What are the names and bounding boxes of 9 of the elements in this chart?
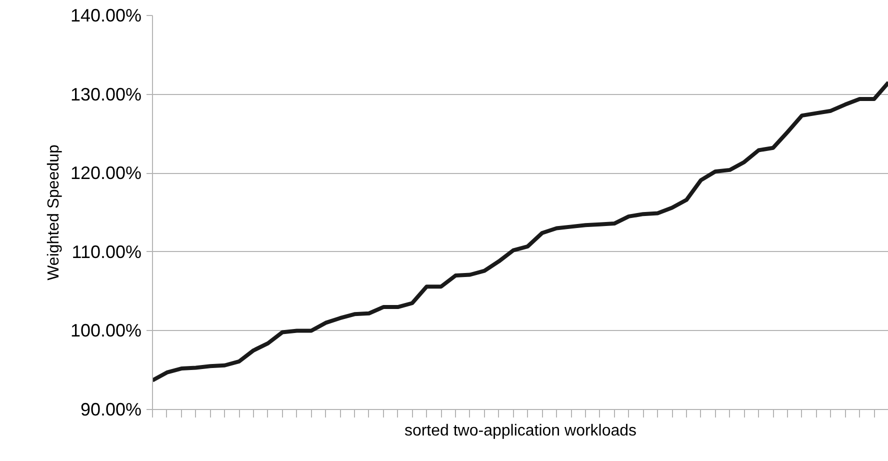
y-tick-label: 110.00% (72, 242, 142, 262)
y-axis-title: Weighted Speedup (45, 144, 62, 280)
x-axis-title: sorted two-application workloads (404, 422, 637, 440)
line-series (152, 80, 888, 382)
y-tick-label: 100.00% (70, 320, 142, 341)
y-tick-label: 130.00% (70, 84, 142, 104)
y-tick-label: 140.00% (70, 6, 142, 26)
y-tick-label: 90.00% (80, 400, 142, 420)
y-tick-label: 120.00% (70, 163, 142, 184)
